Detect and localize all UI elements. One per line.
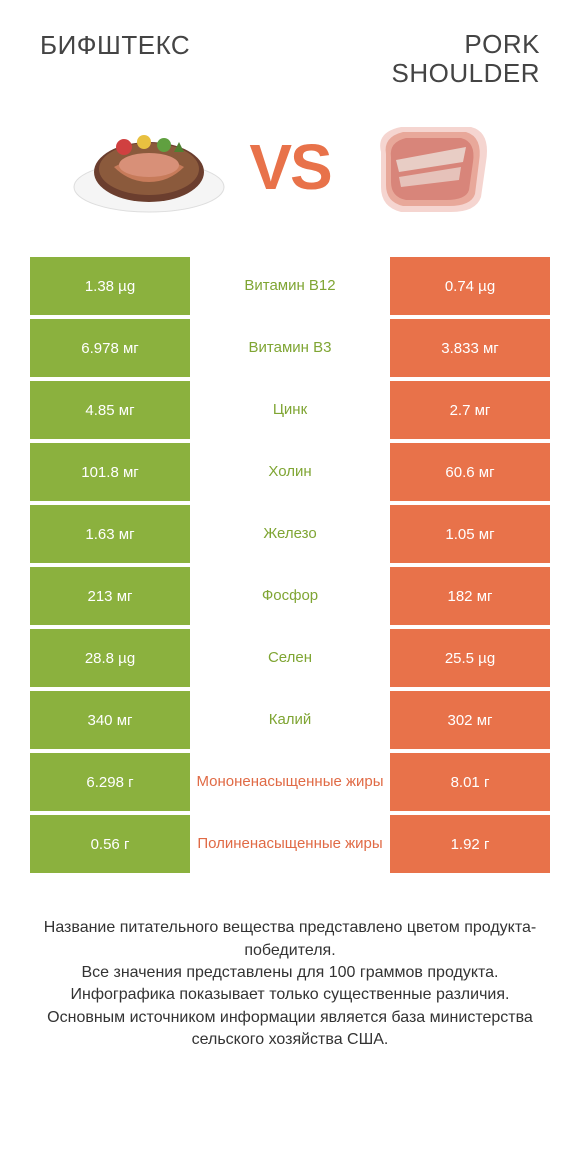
nutrient-name-cell: Витамин B12 bbox=[190, 257, 390, 315]
nutrient-name-cell: Калий bbox=[190, 691, 390, 749]
table-row: 6.978 мгВитамин B33.833 мг bbox=[30, 319, 550, 377]
table-row: 1.38 µgВитамин B120.74 µg bbox=[30, 257, 550, 315]
table-row: 28.8 µgСелен25.5 µg bbox=[30, 629, 550, 687]
nutrient-name-cell: Селен bbox=[190, 629, 390, 687]
left-value-cell: 6.978 мг bbox=[30, 319, 190, 377]
footer-line: Инфографика показывает только существенн… bbox=[30, 984, 550, 1006]
nutrient-name-cell: Цинк bbox=[190, 381, 390, 439]
right-value-cell: 60.6 мг bbox=[390, 443, 550, 501]
nutrient-name-cell: Холин bbox=[190, 443, 390, 501]
footer-line: Основным источником информации является … bbox=[30, 1007, 550, 1052]
header: БИФШТЕКС PORK SHOULDER bbox=[0, 0, 580, 97]
table-row: 6.298 гМононенасыщенные жиры8.01 г bbox=[30, 753, 550, 811]
right-value-cell: 182 мг bbox=[390, 567, 550, 625]
nutrient-name-cell: Полиненасыщенные жиры bbox=[190, 815, 390, 873]
right-value-cell: 3.833 мг bbox=[390, 319, 550, 377]
footer-line: Все значения представлены для 100 граммо… bbox=[30, 962, 550, 984]
steak-image bbox=[69, 107, 229, 227]
right-value-cell: 25.5 µg bbox=[390, 629, 550, 687]
left-value-cell: 213 мг bbox=[30, 567, 190, 625]
table-row: 213 мгФосфор182 мг bbox=[30, 567, 550, 625]
table-row: 0.56 гПолиненасыщенные жиры1.92 г bbox=[30, 815, 550, 873]
comparison-table: 1.38 µgВитамин B120.74 µg6.978 мгВитамин… bbox=[0, 257, 580, 873]
pork-image bbox=[351, 107, 511, 227]
right-value-cell: 0.74 µg bbox=[390, 257, 550, 315]
left-product-title: БИФШТЕКС bbox=[40, 30, 190, 61]
right-value-cell: 302 мг bbox=[390, 691, 550, 749]
left-value-cell: 6.298 г bbox=[30, 753, 190, 811]
table-row: 4.85 мгЦинк2.7 мг bbox=[30, 381, 550, 439]
left-value-cell: 1.38 µg bbox=[30, 257, 190, 315]
nutrient-name-cell: Витамин B3 bbox=[190, 319, 390, 377]
left-value-cell: 101.8 мг bbox=[30, 443, 190, 501]
nutrient-name-cell: Мононенасыщенные жиры bbox=[190, 753, 390, 811]
left-value-cell: 0.56 г bbox=[30, 815, 190, 873]
table-row: 101.8 мгХолин60.6 мг bbox=[30, 443, 550, 501]
left-value-cell: 4.85 мг bbox=[30, 381, 190, 439]
left-value-cell: 28.8 µg bbox=[30, 629, 190, 687]
vs-label: VS bbox=[249, 130, 330, 204]
right-value-cell: 2.7 мг bbox=[390, 381, 550, 439]
images-row: VS bbox=[0, 97, 580, 257]
table-row: 340 мгКалий302 мг bbox=[30, 691, 550, 749]
right-product-title: PORK SHOULDER bbox=[392, 30, 540, 87]
footer-notes: Название питательного вещества представл… bbox=[0, 877, 580, 1071]
left-value-cell: 1.63 мг bbox=[30, 505, 190, 563]
table-row: 1.63 мгЖелезо1.05 мг bbox=[30, 505, 550, 563]
footer-line: Название питательного вещества представл… bbox=[30, 917, 550, 962]
right-value-cell: 1.92 г bbox=[390, 815, 550, 873]
nutrient-name-cell: Фосфор bbox=[190, 567, 390, 625]
nutrient-name-cell: Железо bbox=[190, 505, 390, 563]
left-value-cell: 340 мг bbox=[30, 691, 190, 749]
right-value-cell: 8.01 г bbox=[390, 753, 550, 811]
right-value-cell: 1.05 мг bbox=[390, 505, 550, 563]
